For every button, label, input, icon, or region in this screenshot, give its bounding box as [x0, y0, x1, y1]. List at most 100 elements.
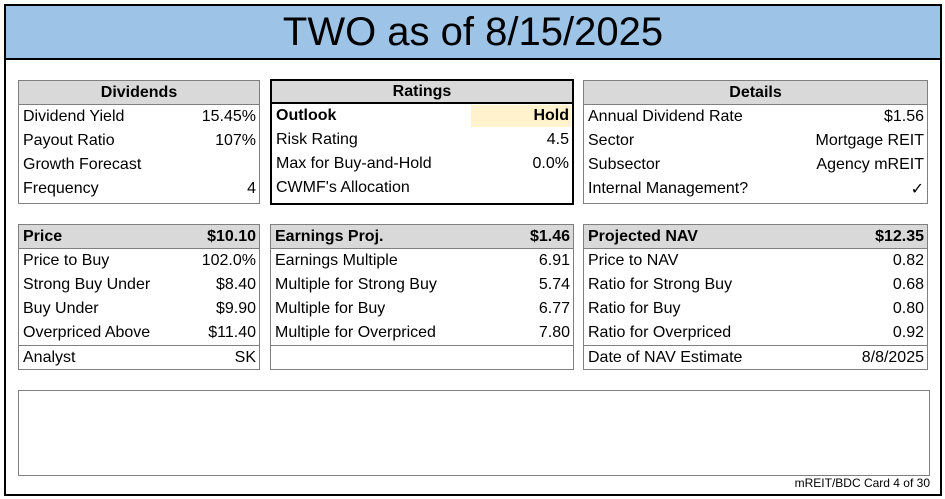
internal-management-row: Internal Management? ✓	[584, 177, 927, 201]
row-value: 6.77	[538, 300, 570, 317]
nav-panel: Projected NAV $12.35 Price to NAV 0.82 Rat…	[583, 224, 928, 370]
sector-row: Sector Mortgage REIT	[584, 129, 927, 153]
multiple-buy-row: Multiple for Buy 6.77	[271, 297, 573, 321]
row-label: Multiple for Buy	[275, 300, 386, 317]
row-value: 0.92	[892, 324, 924, 341]
row-value: $1.56	[883, 108, 924, 125]
analyst-value: SK	[234, 348, 256, 366]
earnings-header-value: $1.46	[529, 227, 570, 245]
earnings-header-label: Earnings Proj.	[275, 227, 384, 245]
price-header-value: $10.10	[207, 227, 256, 245]
ratio-overpriced-row: Ratio for Overpriced 0.92	[584, 321, 927, 345]
ratings-header: Ratings	[272, 81, 572, 104]
nav-date-row: Date of NAV Estimate 8/8/2025	[584, 345, 927, 369]
earnings-header: Earnings Proj. $1.46	[271, 225, 573, 249]
buy-under-row: Buy Under $9.90	[19, 297, 259, 321]
row-label: Earnings Multiple	[275, 252, 398, 269]
dividend-yield-row: Dividend Yield 15.45%	[19, 105, 259, 129]
row-label: Internal Management?	[588, 180, 749, 197]
row-label: Payout Ratio	[23, 132, 115, 149]
notes-box	[18, 390, 930, 476]
checkmark-icon: ✓	[910, 181, 924, 198]
row-value: 0.0%	[532, 155, 569, 172]
earnings-panel: Earnings Proj. $1.46 Earnings Multiple 6.9…	[270, 224, 574, 370]
price-header: Price $10.10	[19, 225, 259, 249]
card-footer: mREIT/BDC Card 4 of 30	[794, 476, 930, 490]
page-title: TWO as of 8/15/2025	[282, 10, 664, 54]
row-value: 4.5	[546, 131, 569, 148]
row-label: Price to Buy	[23, 252, 110, 269]
subsector-row: Subsector Agency mREIT	[584, 153, 927, 177]
row-value: 6.91	[538, 252, 570, 269]
frequency-row: Frequency 4	[19, 177, 259, 201]
row-value: 102.0%	[201, 252, 256, 269]
row-label: Multiple for Overpriced	[275, 324, 436, 341]
row-value: 0.82	[892, 252, 924, 269]
dividends-panel: Dividends Dividend Yield 15.45% Payout Ra…	[18, 80, 260, 204]
title-bar: TWO as of 8/15/2025	[6, 6, 940, 60]
details-header: Details	[584, 81, 927, 105]
row-value: Agency mREIT	[816, 156, 924, 173]
row-value: 4	[247, 180, 256, 197]
nav-date-label: Date of NAV Estimate	[588, 348, 743, 366]
payout-ratio-row: Payout Ratio 107%	[19, 129, 259, 153]
row-label: Dividend Yield	[23, 108, 125, 125]
price-to-buy-row: Price to Buy 102.0%	[19, 249, 259, 273]
row-value: 0.68	[892, 276, 924, 293]
row-label: Strong Buy Under	[23, 276, 151, 293]
row-label: Max for Buy-and-Hold	[276, 155, 432, 172]
outlook-value: Hold	[471, 105, 571, 127]
strong-buy-row: Strong Buy Under $8.40	[19, 273, 259, 297]
row-label: Ratio for Strong Buy	[588, 276, 733, 293]
nav-header-label: Projected NAV	[588, 227, 698, 245]
row-value: 15.45%	[201, 108, 256, 125]
row-label: Ratio for Buy	[588, 300, 681, 317]
row-value: $9.90	[215, 300, 256, 317]
analyst-label: Analyst	[23, 348, 76, 366]
overpriced-row: Overpriced Above $11.40	[19, 321, 259, 345]
multiple-strong-buy-row: Multiple for Strong Buy 5.74	[271, 273, 573, 297]
row-label: Risk Rating	[276, 131, 358, 148]
row-value: $11.40	[208, 324, 256, 341]
row-value: 5.74	[538, 276, 570, 293]
allocation-row: CWMF's Allocation	[272, 176, 572, 200]
row-value: $8.40	[215, 276, 256, 293]
outlook-label: Outlook	[276, 107, 337, 124]
ratio-strong-buy-row: Ratio for Strong Buy 0.68	[584, 273, 927, 297]
stock-card: TWO as of 8/15/2025 Dividends Dividend Y…	[4, 4, 942, 496]
row-value: 7.80	[538, 324, 570, 341]
row-label: Subsector	[588, 156, 661, 173]
row-label: Sector	[588, 132, 635, 149]
details-panel: Details Annual Dividend Rate $1.56 Sector…	[583, 80, 928, 204]
row-value: 107%	[215, 132, 256, 149]
nav-header-value: $12.35	[875, 227, 924, 245]
ratio-buy-row: Ratio for Buy 0.80	[584, 297, 927, 321]
outlook-row: Outlook Hold	[272, 104, 572, 128]
row-label: Ratio for Overpriced	[588, 324, 732, 341]
risk-rating-row: Risk Rating 4.5	[272, 128, 572, 152]
row-value: Mortgage REIT	[815, 132, 924, 149]
row-label: Frequency	[23, 180, 99, 197]
earnings-empty-row	[271, 345, 573, 369]
analyst-row: Analyst SK	[19, 345, 259, 369]
ratings-panel: Ratings Outlook Hold Risk Rating 4.5 Max f…	[270, 79, 574, 205]
nav-date-value: 8/8/2025	[861, 348, 924, 366]
row-label: Price to NAV	[588, 252, 679, 269]
annual-dividend-row: Annual Dividend Rate $1.56	[584, 105, 927, 129]
price-panel: Price $10.10 Price to Buy 102.0% Strong Bu…	[18, 224, 260, 370]
earnings-multiple-row: Earnings Multiple 6.91	[271, 249, 573, 273]
row-label: Overpriced Above	[23, 324, 151, 341]
row-label: Multiple for Strong Buy	[275, 276, 437, 293]
row-label: Growth Forecast	[23, 156, 142, 173]
row-label: Annual Dividend Rate	[588, 108, 743, 125]
multiple-overpriced-row: Multiple for Overpriced 7.80	[271, 321, 573, 345]
max-buy-hold-row: Max for Buy-and-Hold 0.0%	[272, 152, 572, 176]
nav-header: Projected NAV $12.35	[584, 225, 927, 249]
row-label: CWMF's Allocation	[276, 179, 410, 196]
dividends-header: Dividends	[19, 81, 259, 105]
row-value: 0.80	[892, 300, 924, 317]
price-header-label: Price	[23, 227, 63, 245]
price-to-nav-row: Price to NAV 0.82	[584, 249, 927, 273]
growth-forecast-row: Growth Forecast	[19, 153, 259, 177]
row-label: Buy Under	[23, 300, 99, 317]
